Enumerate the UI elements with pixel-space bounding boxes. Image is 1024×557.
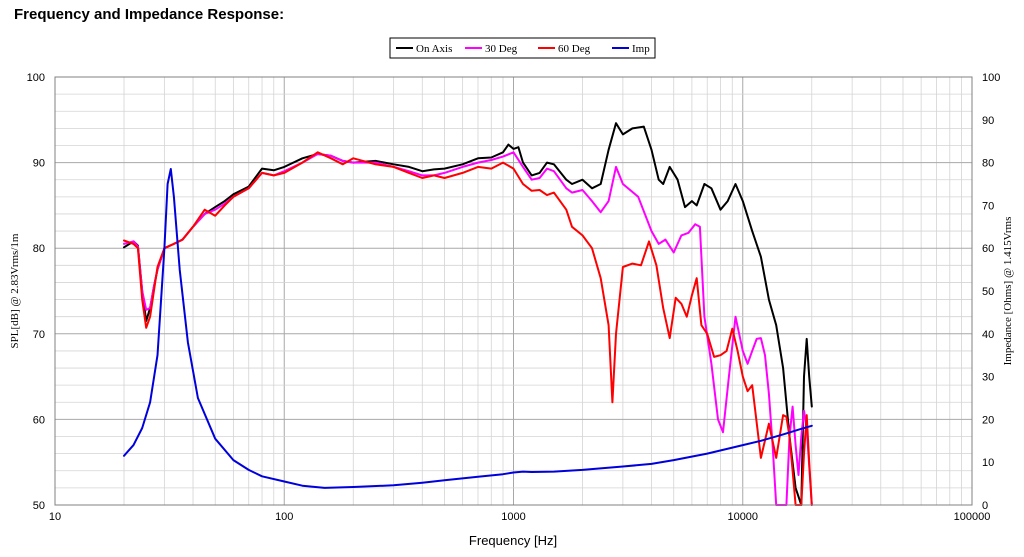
legend-label: 60 Deg (558, 43, 591, 55)
y-tick-label: 60 (33, 414, 45, 426)
x-tick-label: 10000 (727, 511, 758, 523)
y2-tick-label: 40 (982, 329, 994, 341)
y-axis-title: SPL[dB] @ 2.83Vrms/1m (9, 233, 21, 348)
x-axis-title: Frequency [Hz] (469, 533, 557, 548)
y2-tick-label: 100 (982, 72, 1000, 84)
series-line (123, 168, 813, 489)
y2-tick-label: 50 (982, 286, 994, 298)
x-tick-label: 100000 (954, 511, 991, 523)
page-title: Frequency and Impedance Response: (14, 6, 285, 23)
y-tick-label: 70 (33, 329, 45, 341)
series-line (123, 151, 813, 506)
series-line (123, 122, 813, 506)
series-layer (123, 122, 813, 506)
y2-axis-title: Impedance [Ohms] @ 1.415Vrms (1002, 217, 1014, 366)
legend-label: On Axis (416, 43, 452, 55)
legend: On Axis 30 Deg 60 Deg Imp (389, 37, 656, 59)
x-tick-label: 100 (275, 511, 293, 523)
y2-tick-label: 70 (982, 200, 994, 212)
y-tick-label: 80 (33, 243, 45, 255)
y2-tick-label: 0 (982, 500, 988, 512)
legend-label: Imp (632, 43, 650, 55)
tick-labels: 10 100 1000 10000 10000050607080901000102030… (27, 72, 1001, 523)
x-tick-label: 10 (49, 511, 61, 523)
plot-border (54, 76, 973, 506)
legend-box (389, 37, 656, 59)
y-tick-label: 90 (33, 158, 45, 170)
y2-tick-label: 20 (982, 414, 994, 426)
y-tick-label: 50 (33, 500, 45, 512)
legend-label: 30 Deg (485, 43, 518, 55)
y2-tick-label: 60 (982, 243, 994, 255)
series-line (123, 151, 813, 506)
y2-tick-label: 80 (982, 158, 994, 170)
y2-tick-label: 30 (982, 372, 994, 384)
y2-tick-label: 10 (982, 457, 994, 469)
y-tick-label: 100 (27, 72, 45, 84)
x-tick-label: 1000 (501, 511, 525, 523)
y2-tick-label: 90 (982, 115, 994, 127)
